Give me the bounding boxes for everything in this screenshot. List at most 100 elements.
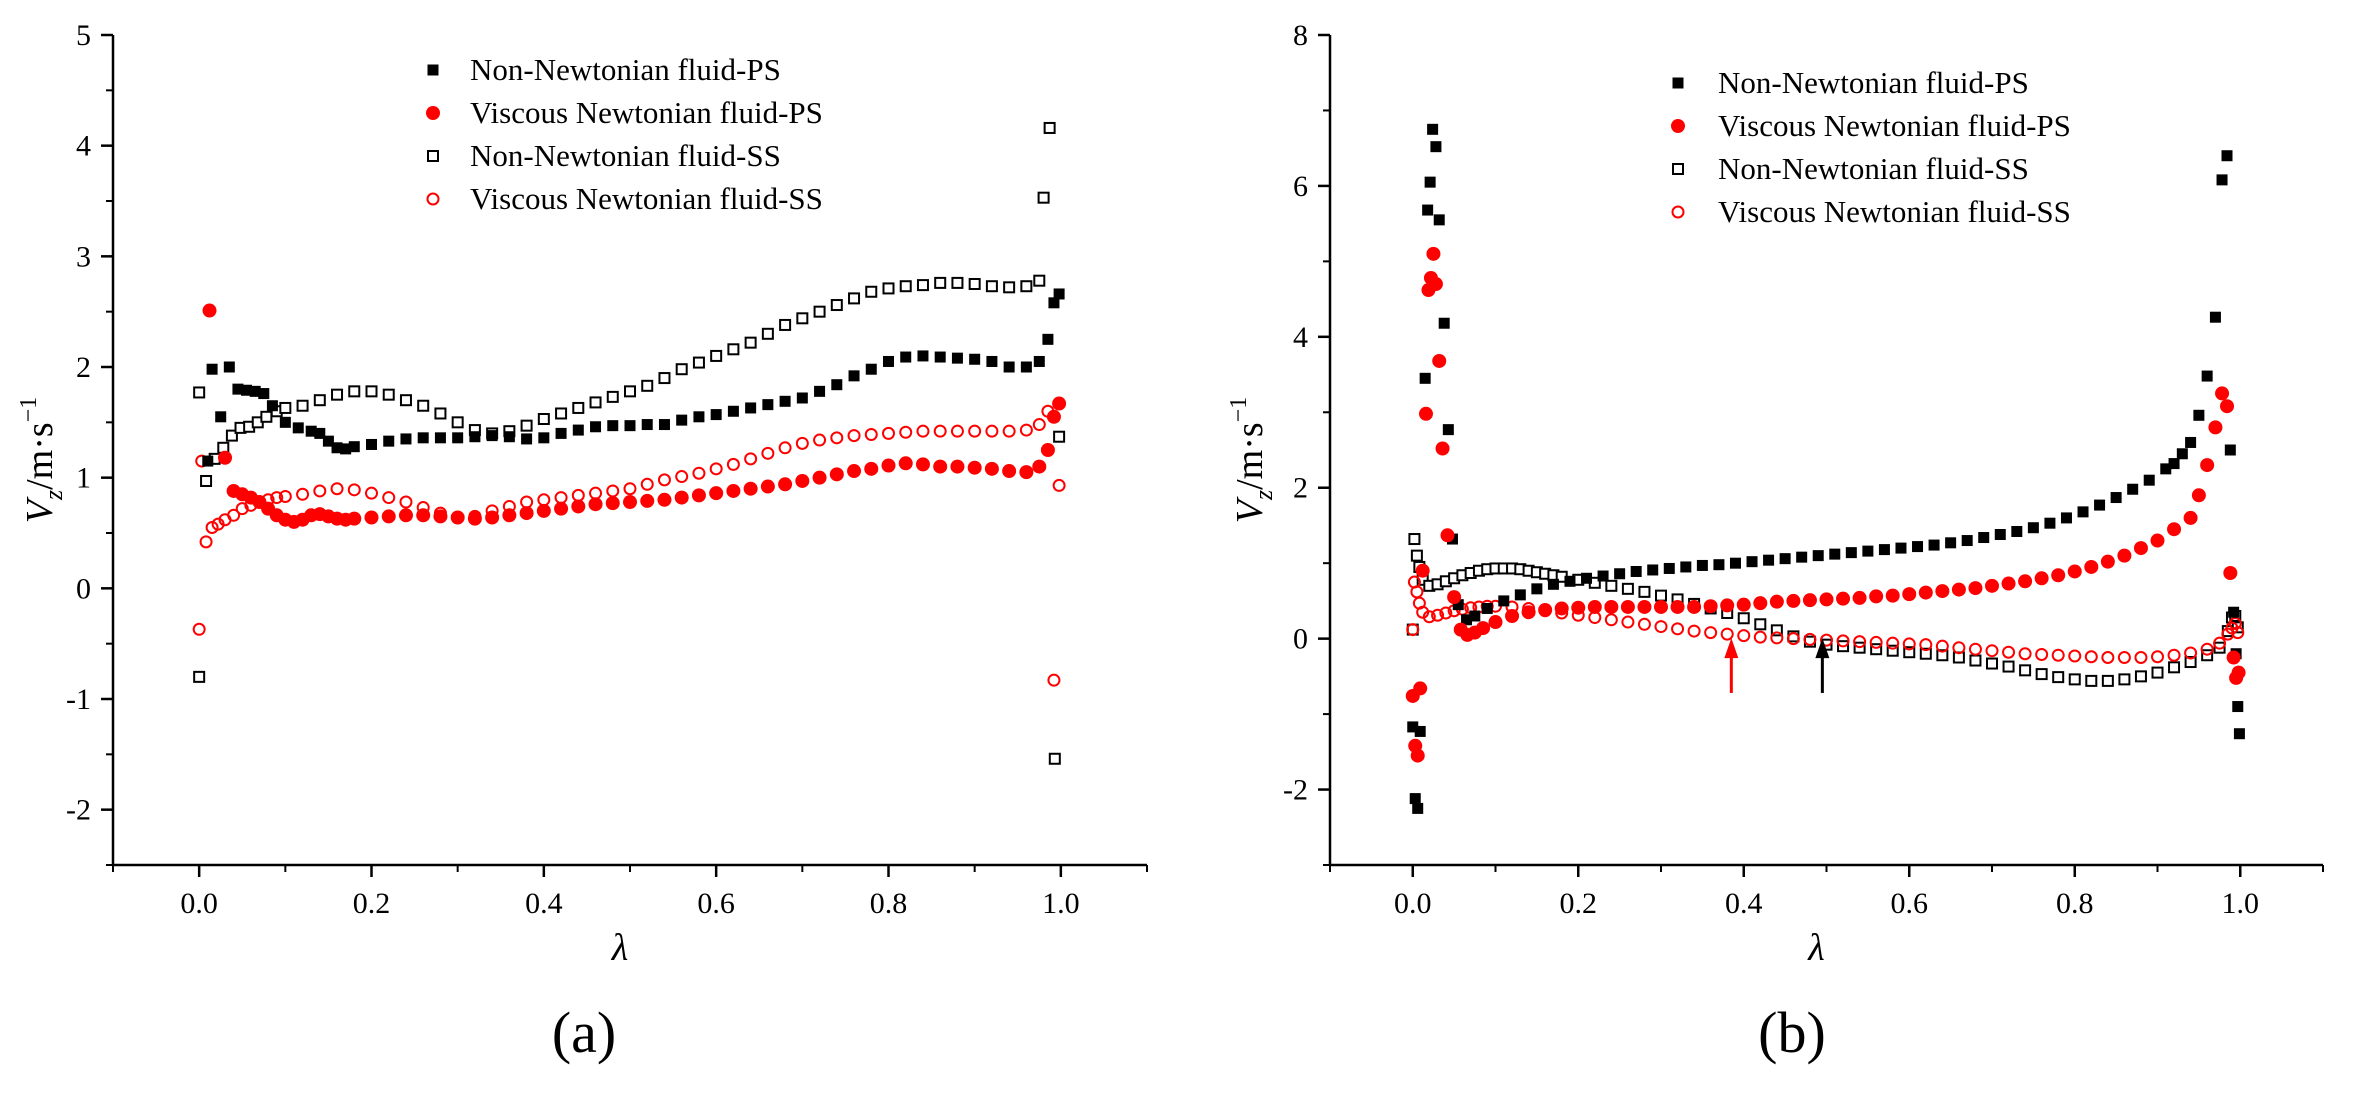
y-axis-label: Vz/m·s−1: [1226, 397, 1278, 523]
data-point: [348, 441, 360, 453]
data-point: [1409, 793, 1421, 805]
data-point: [1587, 599, 1602, 614]
data-point: [1680, 561, 1692, 573]
legend: Non-Newtonian fluid-PS Viscous Newtonian …: [426, 52, 823, 216]
data-point: [2100, 554, 2115, 569]
data-point: [950, 459, 965, 474]
data-point: [1736, 597, 1751, 612]
data-point: [2068, 673, 2081, 686]
data-point: [417, 432, 429, 444]
data-point: [658, 419, 670, 431]
data-point: [813, 305, 826, 318]
data-point: [249, 385, 261, 397]
data-point: [1621, 582, 1634, 595]
data-point: [1053, 430, 1066, 443]
data-point: [1032, 459, 1047, 474]
data-point: [1571, 600, 1586, 615]
data-point: [1003, 281, 1016, 294]
data-point: [270, 491, 284, 505]
data-point: [258, 388, 270, 400]
data-point: [674, 490, 689, 505]
data-point: [1737, 612, 1750, 625]
data-point: [417, 399, 430, 412]
data-point: [1505, 609, 1520, 623]
data-point: [1415, 563, 1430, 578]
data-point: [347, 511, 362, 526]
data-point: [1597, 570, 1609, 582]
data-point: [1410, 549, 1423, 562]
data-point: [1670, 599, 1685, 614]
y-axis-label-main: V: [1229, 496, 1271, 523]
data-point: [202, 455, 214, 467]
y-tick-label: -2: [66, 794, 91, 827]
data-point: [1912, 541, 1924, 553]
data-point: [2208, 420, 2223, 435]
data-point: [1427, 123, 1439, 135]
data-point: [1440, 528, 1455, 543]
data-point: [1902, 587, 1917, 602]
data-point: [537, 413, 550, 426]
data-point: [1406, 623, 1420, 637]
data-point: [2231, 626, 2245, 640]
data-point: [796, 392, 808, 404]
data-point: [1836, 634, 1850, 648]
data-point: [279, 401, 292, 414]
data-point: [2185, 436, 2197, 448]
data-point: [1435, 441, 1450, 456]
data-point: [260, 410, 273, 423]
data-point: [1447, 590, 1462, 605]
y-tick-label: 3: [76, 240, 91, 273]
data-point: [520, 495, 534, 509]
data-point: [813, 433, 827, 447]
data-point: [2018, 574, 2033, 589]
data-point: [2215, 386, 2230, 401]
data-point: [865, 285, 878, 298]
data-point: [967, 460, 982, 475]
data-point: [433, 509, 448, 524]
data-point: [710, 409, 722, 421]
data-point: [864, 428, 878, 442]
data-point: [296, 487, 310, 501]
data-point: [322, 435, 334, 447]
data-point: [1720, 598, 1735, 613]
data-point: [968, 424, 982, 438]
series-viscous-newtonian-fluid-ps: [1405, 246, 2246, 763]
data-point: [2167, 648, 2181, 662]
data-point: [2209, 311, 2221, 323]
data-point: [916, 279, 929, 292]
data-point: [1862, 545, 1874, 557]
data-point: [452, 432, 464, 444]
data-point: [382, 491, 396, 505]
data-point: [555, 427, 567, 439]
data-point: [864, 461, 879, 476]
data-point: [1820, 633, 1833, 647]
y-axis-label: Vz/m·s−1: [16, 397, 68, 523]
data-point: [192, 622, 206, 636]
data-point: [2176, 448, 2188, 460]
data-point: [985, 280, 998, 293]
data-point: [2223, 565, 2238, 580]
data-point: [1936, 649, 1949, 662]
data-point: [1852, 590, 1867, 605]
series-non-newtonian-fluid-ps: [1407, 123, 2245, 814]
y-axis-label-unit: /m·s: [1229, 422, 1271, 490]
data-point: [1637, 617, 1651, 631]
data-point: [1521, 605, 1536, 620]
data-point: [1671, 622, 1685, 636]
data-point: [366, 438, 377, 450]
data-point: [795, 473, 810, 488]
data-point: [469, 431, 481, 443]
data-point: [2184, 656, 2197, 669]
data-point: [2228, 606, 2240, 618]
data-point: [1935, 639, 1949, 653]
data-point: [1620, 599, 1635, 614]
data-point: [829, 467, 844, 482]
data-point: [692, 356, 705, 369]
data-point: [331, 388, 344, 401]
data-point: [1638, 585, 1651, 598]
data-point: [365, 385, 378, 398]
data-point: [1985, 578, 1999, 593]
data-point: [1968, 642, 1982, 656]
data-point: [692, 466, 706, 480]
data-point: [1002, 424, 1016, 438]
